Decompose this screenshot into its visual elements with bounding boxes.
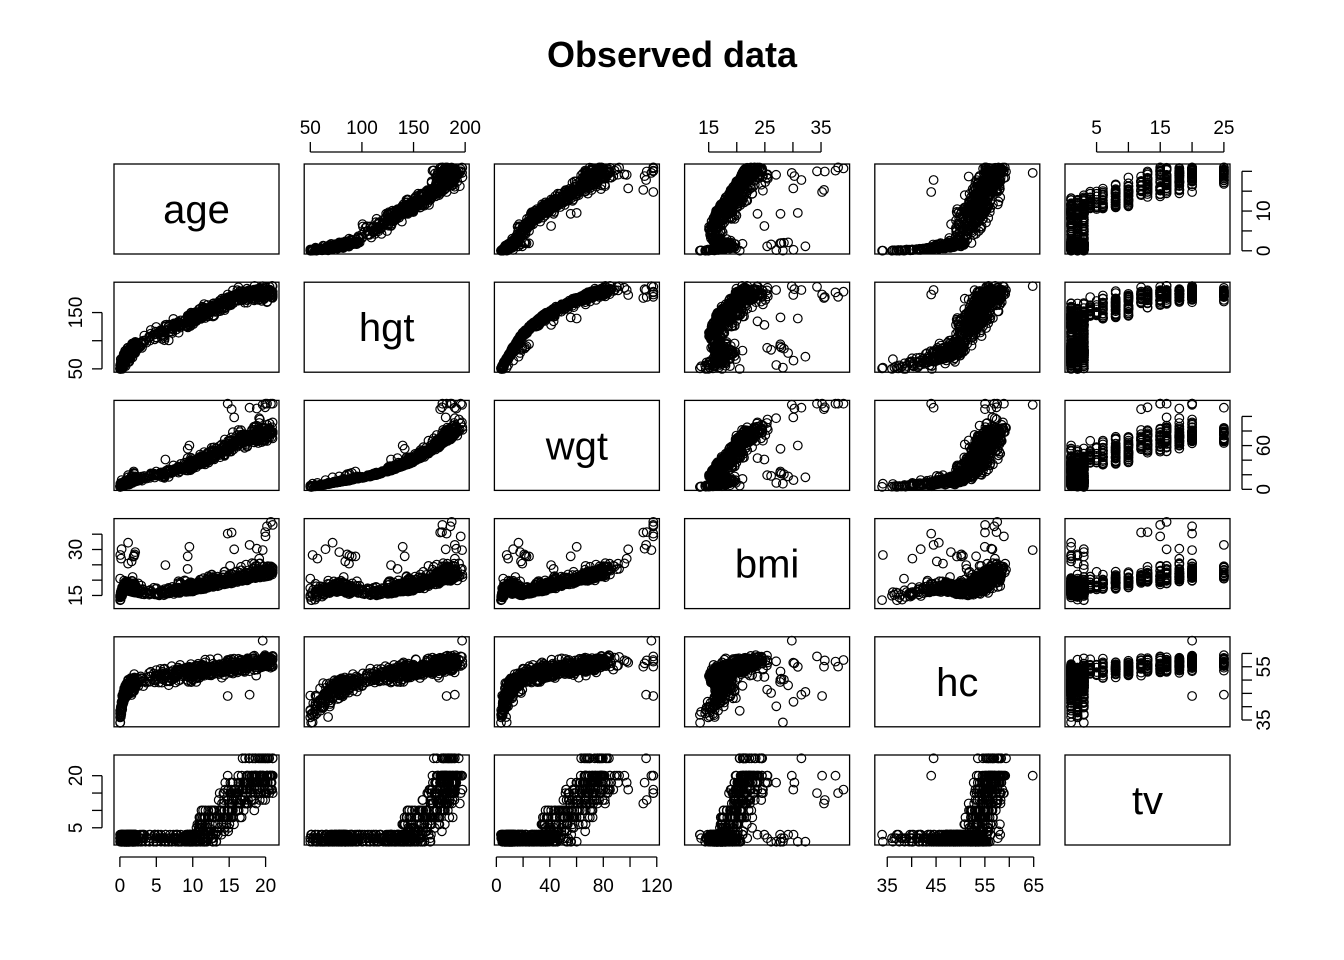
data-point	[758, 185, 768, 196]
panel-points-hgt-vs-age	[115, 281, 278, 374]
data-point	[638, 184, 649, 195]
data-point	[759, 221, 770, 231]
data-point	[565, 312, 576, 323]
data-point	[623, 183, 634, 194]
panel-frame-age-hgt	[303, 163, 470, 255]
data-point	[792, 207, 803, 218]
data-point	[788, 183, 799, 194]
chart-title: Observed data	[0, 34, 1344, 76]
panel-points-age-vs-bmi	[695, 162, 849, 256]
data-point	[357, 229, 367, 240]
data-point	[386, 218, 397, 229]
panel-points-hgt-vs-wgt	[496, 281, 659, 374]
data-point	[364, 229, 375, 240]
variable-label-age: age	[163, 188, 230, 232]
panel-points-age-vs-hc	[877, 162, 1038, 256]
data-point	[963, 171, 974, 182]
data-point	[366, 232, 377, 243]
data-point	[378, 219, 389, 229]
data-point	[1027, 167, 1038, 178]
data-point	[819, 184, 829, 195]
panel-frame-age-age	[113, 163, 280, 255]
data-point	[546, 221, 556, 231]
data-point	[926, 187, 937, 197]
data-point	[351, 234, 362, 245]
data-point	[340, 236, 351, 247]
data-point	[928, 175, 939, 185]
data-point	[838, 163, 849, 174]
panel-points-age-vs-hgt	[305, 162, 468, 256]
data-point	[347, 235, 358, 246]
data-point	[571, 313, 582, 324]
data-point	[800, 241, 811, 252]
data-point	[788, 244, 799, 255]
data-point	[796, 175, 807, 185]
data-point	[346, 234, 357, 245]
data-point	[648, 187, 659, 197]
data-point	[308, 245, 318, 255]
data-point	[571, 207, 582, 218]
data-point	[372, 221, 382, 232]
variable-label-hgt: hgt	[359, 306, 415, 350]
data-point	[376, 228, 387, 239]
data-point	[771, 169, 781, 180]
data-point	[457, 162, 468, 173]
data-point	[817, 187, 827, 197]
panel-points-age-vs-wgt	[496, 162, 659, 256]
data-point	[330, 241, 341, 251]
data-point	[1123, 172, 1134, 183]
panel-points-age-vs-tv	[1066, 162, 1229, 256]
data-point	[752, 208, 763, 219]
data-point	[454, 181, 465, 192]
data-point	[331, 242, 342, 253]
data-point	[565, 208, 576, 219]
data-point	[775, 208, 786, 219]
